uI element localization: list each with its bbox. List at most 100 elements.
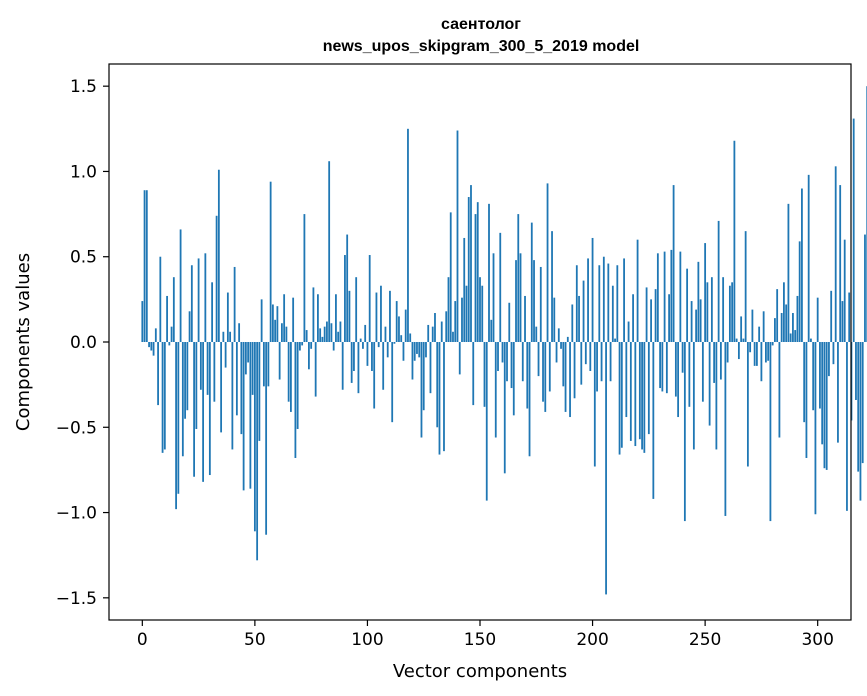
bar-component-26 (199, 342, 202, 390)
bar-component-266 (740, 316, 743, 342)
bar-component-146 (470, 185, 472, 342)
bar-component-236 (672, 185, 675, 342)
bar-component-52 (258, 342, 261, 441)
bar-component-163 (508, 302, 511, 342)
bar-component-200 (591, 237, 594, 342)
bar-component-286 (785, 304, 788, 342)
bar-component-155 (490, 319, 493, 342)
bar-component-57 (269, 181, 272, 342)
y-axis: 1.5 1.0 0.5 0.0 −0.5 −1.0 −1.5 (56, 77, 109, 609)
bar-component-129 (431, 326, 434, 342)
bar-component-85 (332, 342, 335, 351)
bar-component-30 (208, 342, 211, 476)
bar-component-303 (823, 342, 826, 469)
bar-component-185 (557, 328, 560, 342)
bar-component-62 (280, 323, 283, 342)
bar-component-191 (571, 304, 574, 342)
bar-component-188 (564, 342, 567, 412)
bar-component-93 (350, 342, 353, 383)
bar-component-97 (359, 338, 362, 342)
bar-component-280 (771, 342, 774, 346)
bar-component-106 (380, 285, 382, 342)
bar-component-70 (299, 342, 301, 351)
bar-component-10 (163, 342, 166, 450)
bar-component-46 (244, 342, 247, 375)
bar-component-292 (798, 241, 801, 342)
bar-component-153 (485, 342, 488, 501)
bar-component-260 (726, 342, 729, 363)
bar-component-60 (276, 306, 279, 342)
bar-component-298 (812, 342, 815, 411)
bar-component-308 (834, 166, 837, 342)
bar-component-313 (846, 342, 848, 511)
bar-component-205 (602, 256, 605, 342)
bar-component-279 (769, 342, 772, 522)
bar-component-225 (647, 342, 650, 435)
bar-component-47 (247, 342, 250, 363)
bar-component-145 (467, 197, 470, 342)
bar-component-189 (566, 336, 569, 342)
bar-component-154 (488, 203, 490, 342)
bar-component-140 (456, 130, 459, 342)
x-tick-label: 250 (689, 630, 721, 650)
bar-component-43 (238, 323, 241, 342)
bar-component-151 (481, 285, 484, 342)
bar-component-246 (695, 309, 698, 342)
bar-component-141 (458, 342, 461, 375)
bar-component-44 (240, 342, 243, 435)
bar-component-277 (765, 342, 767, 363)
bar-component-255 (715, 342, 718, 450)
bar-component-307 (832, 342, 835, 365)
bar-component-175 (535, 326, 538, 342)
bar-component-72 (303, 214, 306, 342)
bar-component-56 (267, 342, 270, 387)
bar-component-257 (719, 342, 722, 380)
bar-component-304 (825, 342, 828, 470)
bar-component-11 (166, 295, 168, 342)
bar-component-276 (762, 311, 765, 342)
bar-component-142 (461, 297, 463, 342)
bar-component-126 (425, 342, 427, 358)
bar-component-94 (353, 342, 355, 371)
bar-component-89 (341, 342, 344, 390)
bar-component-226 (650, 299, 652, 342)
bar-component-152 (483, 342, 486, 407)
bar-component-199 (589, 342, 592, 371)
bar-component-102 (371, 342, 373, 371)
bar-component-252 (708, 342, 711, 426)
bar-component-164 (510, 342, 513, 389)
bar-component-121 (413, 342, 416, 361)
bar-component-158 (497, 342, 499, 371)
bar-component-68 (294, 342, 297, 458)
bar-component-251 (706, 282, 709, 342)
bar-component-117 (404, 309, 407, 342)
bar-component-64 (285, 326, 288, 342)
bar-component-228 (654, 289, 657, 342)
bar-component-243 (688, 342, 691, 407)
bar-component-48 (249, 342, 252, 489)
bar-component-21 (188, 311, 191, 342)
bar-component-285 (783, 282, 785, 342)
bar-component-177 (539, 266, 542, 342)
bar-component-133 (440, 321, 443, 342)
bar-component-184 (555, 342, 558, 363)
bar-component-268 (744, 231, 747, 342)
bar-component-275 (760, 342, 763, 382)
bar-component-271 (751, 309, 754, 342)
bar-component-195 (580, 342, 583, 385)
bar-component-157 (494, 342, 497, 438)
bar-component-193 (575, 265, 578, 342)
bar-component-29 (206, 342, 209, 395)
bar-component-216 (627, 321, 630, 342)
bar-component-124 (420, 342, 423, 438)
bar-component-197 (584, 342, 587, 365)
bar-component-239 (679, 251, 682, 342)
bar-component-147 (472, 342, 475, 406)
chart-title-line2: news_upos_skipgram_300_5_2019 model (323, 38, 640, 55)
bar-component-250 (704, 243, 707, 342)
bar-component-294 (803, 342, 806, 423)
bar-component-20 (186, 342, 189, 411)
bar-component-118 (407, 128, 409, 342)
bar-component-311 (841, 301, 844, 342)
